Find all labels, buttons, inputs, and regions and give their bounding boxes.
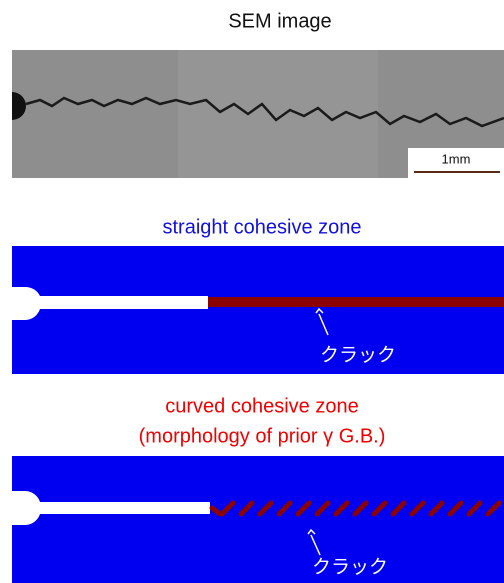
figure: SEM image 1mm straight cohesive zone クラッ… [0, 0, 504, 583]
curved-model: クラック [12, 456, 504, 583]
page: SEM image 1mm straight cohesive zone クラッ… [0, 0, 504, 583]
crack-label: クラック [320, 344, 396, 366]
straight-model: クラック [12, 246, 504, 374]
model-background [12, 246, 504, 374]
model-background [12, 456, 504, 583]
curved-subtitle: (morphology of prior γ G.B.) [139, 425, 386, 447]
curved-title: curved cohesive zone [165, 395, 358, 417]
straight-title: straight cohesive zone [162, 216, 361, 238]
sem-title: SEM image [228, 10, 331, 32]
cohesive-zone [208, 297, 504, 307]
scale-bar-label: 1mm [442, 151, 471, 166]
sem-image: 1mm [12, 50, 504, 178]
crack-label: クラック [312, 556, 388, 578]
